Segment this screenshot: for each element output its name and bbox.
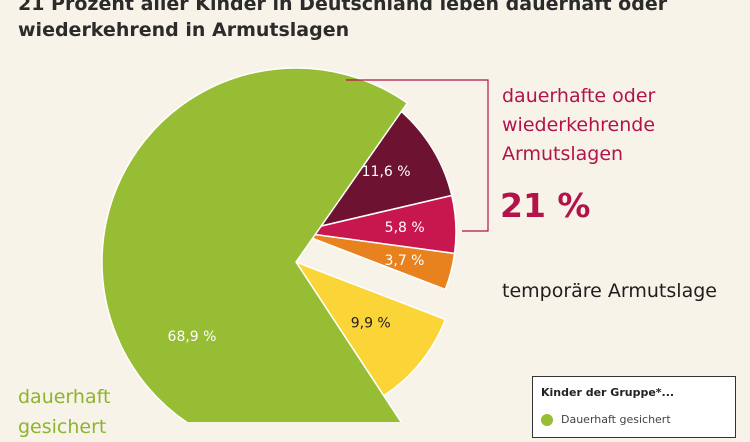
slice-value-label: 9,9 % bbox=[351, 315, 391, 331]
poverty-group-label: dauerhafte oder wiederkehrende Armutslag… bbox=[502, 82, 655, 169]
pie-chart: 11,6 % 5,8 % 3,7 % 9,9 % 68,9 % bbox=[101, 67, 489, 422]
pie-slice bbox=[294, 260, 447, 397]
poverty-group-label-line: dauerhafte oder bbox=[502, 85, 656, 107]
slice-value-label: 3,7 % bbox=[384, 253, 424, 269]
poverty-total-percent: 21 % bbox=[500, 186, 591, 225]
slice-value-label: 68,9 % bbox=[168, 329, 217, 345]
slice-value-label: 5,8 % bbox=[385, 220, 425, 236]
legend-item: Dauerhaft gesichert bbox=[541, 413, 671, 426]
secure-group-label-line: dauerhaft bbox=[18, 386, 111, 408]
poverty-group-label-line: wiederkehrende bbox=[502, 114, 656, 136]
pie-slice bbox=[295, 231, 456, 291]
slice-value-label: 11,6 % bbox=[362, 164, 411, 180]
chart-title: 21 Prozent aller Kinder in Deutschland l… bbox=[18, 0, 668, 41]
legend-swatch bbox=[541, 414, 553, 426]
legend-box: Kinder der Gruppe*... Dauerhaft gesicher… bbox=[532, 376, 736, 438]
pie-slice bbox=[101, 67, 409, 422]
group-bracket-line bbox=[346, 79, 489, 232]
temporary-poverty-label: temporäre Armutslage bbox=[502, 280, 717, 302]
legend-item-label: Dauerhaft gesichert bbox=[561, 413, 671, 426]
poverty-group-label-line: Armutslagen bbox=[502, 143, 624, 165]
secure-group-label: dauerhaft gesichert bbox=[18, 382, 110, 442]
secure-group-label-line: gesichert bbox=[18, 416, 107, 438]
legend-title: Kinder der Gruppe*... bbox=[541, 386, 675, 399]
